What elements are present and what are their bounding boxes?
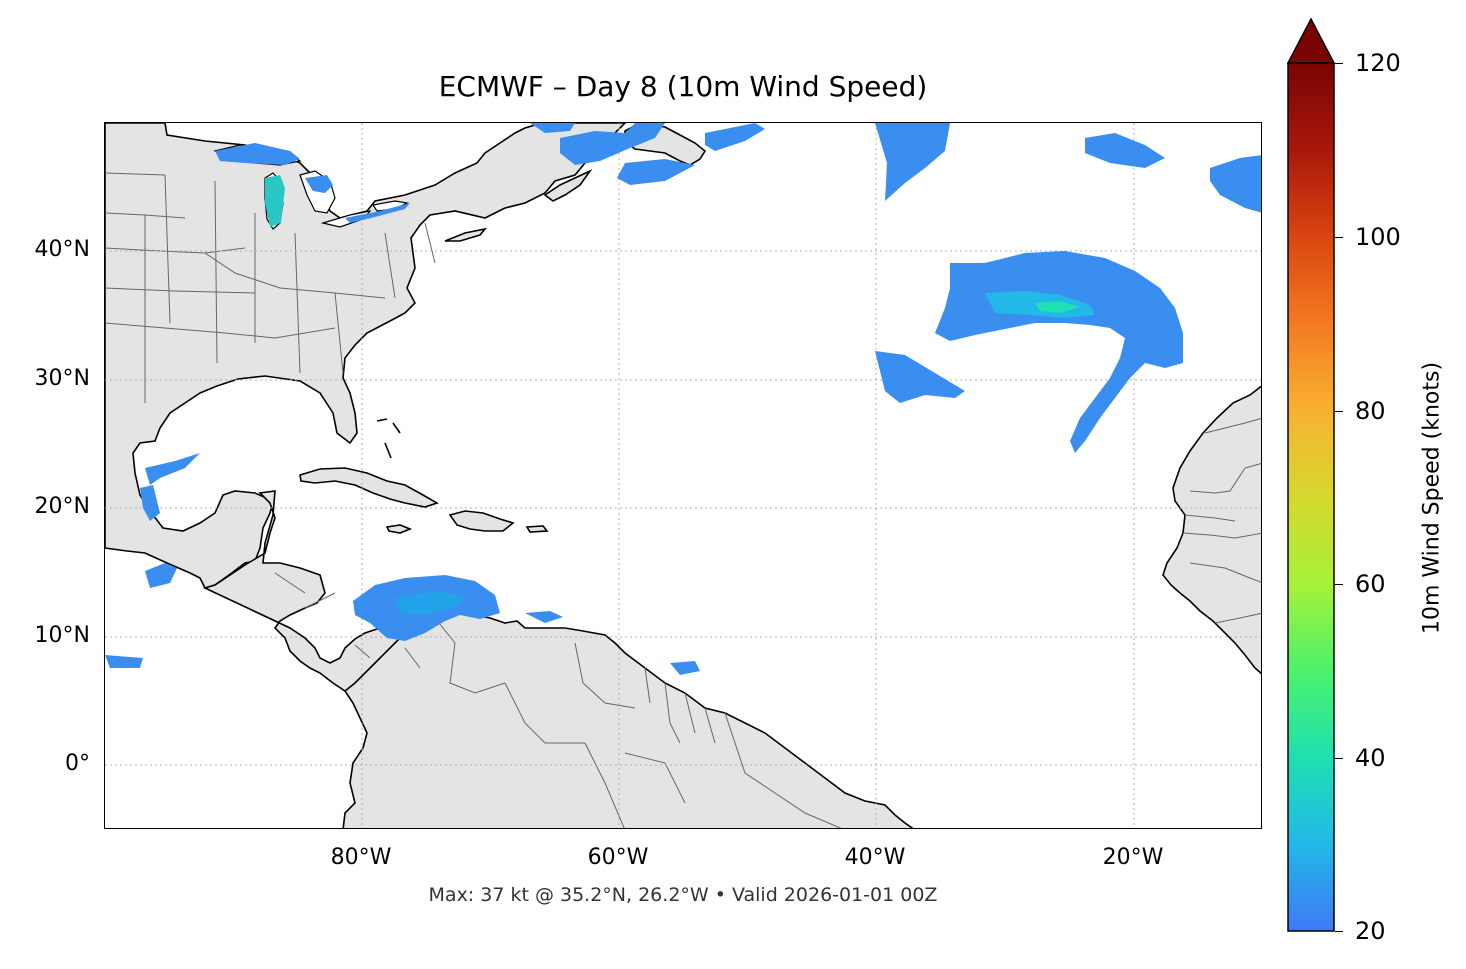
land-west-africa	[1162, 385, 1261, 675]
lat-label-30n: 30°N	[34, 366, 90, 391]
wind-region-pacific-west	[105, 655, 143, 668]
land-hispaniola	[448, 510, 515, 532]
wind-region-newfoundland-north	[560, 123, 665, 165]
wind-field	[105, 123, 1261, 675]
wind-region-northeast-atlantic	[617, 159, 695, 185]
map-title: ECMWF – Day 8 (10m Wind Speed)	[438, 70, 928, 103]
lat-label-10n: 10°N	[34, 623, 90, 648]
internal-borders	[105, 172, 1261, 828]
wind-region-central-atlantic-south	[875, 351, 965, 403]
colorbar-tick	[1335, 584, 1343, 585]
colorbar-tick-label-80: 80	[1355, 397, 1386, 425]
colorbar-tick	[1335, 411, 1343, 412]
map-panel[interactable]	[104, 122, 1262, 829]
land-long-island	[444, 227, 488, 242]
wind-region-lake-michigan	[265, 175, 285, 227]
wind-region-bay-of-biscay	[1210, 155, 1261, 213]
colorbar-gradient	[1287, 62, 1335, 932]
wind-region-gulf-mexico	[145, 453, 200, 485]
colorbar-tick	[1335, 758, 1343, 759]
wind-region-st-lawrence	[345, 203, 410, 223]
land-south-america	[342, 607, 914, 828]
wind-region-great-lakes	[215, 143, 300, 165]
colorbar-tick-label-40: 40	[1355, 744, 1386, 772]
lat-label-20n: 20°N	[34, 494, 90, 519]
colorbar-canvas	[1286, 17, 1336, 932]
lon-label-20w: 20°W	[1102, 845, 1164, 870]
colorbar-extend-triangle	[1286, 17, 1336, 64]
lon-label-40w: 40°W	[844, 845, 906, 870]
colorbar-tick-label-20: 20	[1355, 917, 1386, 945]
land-nova-scotia	[543, 168, 593, 202]
colorbar-tick-label-120: 120	[1355, 49, 1401, 77]
footer-caption: Max: 37 kt @ 35.2°N, 26.2°W • Valid 2026…	[428, 884, 938, 906]
wind-region-pacific-mexico	[145, 563, 177, 588]
wind-region-newfoundland-east	[705, 123, 765, 151]
lon-label-80w: 80°W	[330, 845, 392, 870]
lat-label-0: 0°	[65, 751, 90, 776]
wind-region-north-atlantic-west	[875, 123, 950, 201]
colorbar	[1286, 17, 1336, 932]
map-canvas	[105, 123, 1261, 828]
land-bahamas	[376, 418, 401, 459]
wind-region-azores-max	[1035, 301, 1080, 313]
land-cuba	[299, 467, 439, 508]
colorbar-tick	[1335, 931, 1343, 932]
wind-region-caribbean-east	[525, 611, 563, 623]
colorbar-tick-label-100: 100	[1355, 223, 1401, 251]
wind-region-lake-huron	[305, 175, 333, 193]
land-central-america	[202, 490, 412, 692]
wind-region-gulf-st-lawrence	[530, 123, 575, 133]
lat-label-40n: 40°N	[34, 237, 90, 262]
land-jamaica	[385, 524, 413, 534]
colorbar-tick	[1335, 237, 1343, 238]
land-puerto-rico	[525, 525, 549, 533]
wind-region-north-atlantic-east	[1085, 133, 1165, 168]
wind-region-guiana-coast	[670, 661, 700, 675]
lon-label-60w: 60°W	[587, 845, 649, 870]
wind-region-caribbean-core	[395, 591, 465, 615]
colorbar-tick-label-60: 60	[1355, 570, 1386, 598]
colorbar-label: 10m Wind Speed (knots)	[1419, 361, 1445, 635]
wind-region-azores-arc	[935, 251, 1183, 453]
colorbar-tick	[1335, 63, 1343, 64]
wind-region-bay-of-campeche	[140, 485, 160, 521]
gridlines	[105, 123, 1261, 828]
